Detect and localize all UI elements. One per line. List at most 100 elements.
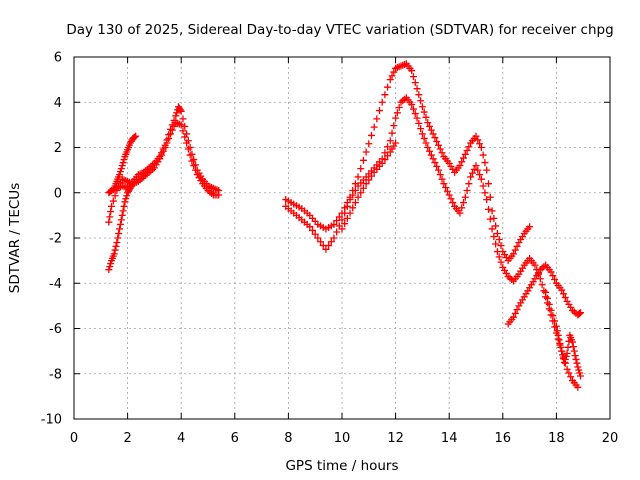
data-point	[413, 85, 421, 93]
data-point	[128, 181, 136, 189]
series-segment-2a	[282, 60, 534, 265]
x-tick-label: 8	[284, 431, 292, 446]
data-point	[413, 114, 421, 122]
data-point	[417, 97, 425, 105]
data-point	[420, 134, 428, 142]
data-point	[116, 171, 124, 179]
data-point	[563, 349, 571, 357]
data-point	[106, 263, 114, 271]
data-point	[158, 151, 166, 159]
data-point	[390, 122, 398, 130]
data-point	[561, 355, 569, 363]
data-point	[483, 196, 491, 204]
series-segment-2c	[338, 139, 400, 233]
data-point	[119, 207, 127, 215]
data-point	[567, 373, 575, 381]
data-point	[188, 150, 196, 158]
data-point	[343, 202, 351, 210]
data-point	[172, 112, 180, 120]
data-point	[343, 214, 351, 222]
series-segment-3	[504, 261, 585, 328]
data-point	[113, 239, 121, 247]
data-point	[572, 355, 580, 363]
data-point	[390, 68, 398, 76]
data-point	[490, 214, 498, 222]
data-point	[116, 225, 124, 233]
data-point	[485, 205, 493, 213]
data-point	[381, 156, 389, 164]
data-point	[461, 150, 469, 158]
data-point	[417, 125, 425, 133]
data-point	[443, 187, 451, 195]
y-tick-label: -2	[49, 232, 62, 247]
chart-title: Day 130 of 2025, Sidereal Day-to-day VTE…	[66, 22, 613, 38]
data-point	[488, 225, 496, 233]
data-point	[486, 193, 494, 201]
data-point	[551, 317, 559, 325]
data-point	[156, 155, 164, 163]
data-point	[170, 122, 178, 130]
data-point	[565, 369, 573, 377]
data-point	[370, 123, 378, 131]
data-point	[184, 145, 192, 153]
data-point	[543, 294, 551, 302]
data-point	[415, 119, 423, 127]
data-point	[479, 182, 487, 190]
data-point	[365, 176, 373, 184]
data-point	[215, 191, 223, 199]
series-segment-1d	[110, 132, 140, 192]
data-point	[183, 139, 191, 147]
data-point	[161, 144, 169, 151]
data-point	[330, 220, 338, 228]
data-point	[449, 199, 457, 207]
x-tick-label: 20	[602, 431, 619, 446]
data-point	[190, 162, 198, 170]
data-point	[116, 220, 124, 228]
data-point	[177, 107, 185, 115]
data-point	[112, 242, 120, 250]
data-point	[422, 113, 430, 121]
x-tick-label: 0	[70, 431, 78, 446]
data-point	[116, 179, 124, 187]
data-point	[327, 238, 335, 246]
data-point	[129, 180, 137, 188]
data-point	[559, 351, 567, 359]
data-point	[393, 109, 401, 117]
data-point	[492, 222, 500, 230]
x-tick-label: 6	[231, 431, 239, 446]
x-tick-label: 10	[334, 431, 351, 446]
data-point	[118, 162, 126, 170]
data-point	[549, 272, 557, 280]
data-point	[314, 234, 322, 242]
data-point	[159, 147, 167, 155]
x-tick-label: 4	[177, 431, 185, 446]
data-point	[431, 134, 439, 142]
data-point	[181, 122, 189, 130]
data-point	[176, 106, 184, 114]
data-point	[558, 347, 566, 355]
data-point	[463, 147, 471, 155]
data-point	[429, 155, 437, 163]
data-point	[488, 207, 496, 215]
data-point	[552, 322, 560, 330]
data-point	[424, 119, 432, 127]
data-point	[574, 383, 582, 391]
data-point	[555, 336, 563, 344]
data-point	[433, 162, 441, 170]
data-point	[349, 191, 357, 199]
data-point	[378, 159, 386, 167]
data-point	[429, 130, 437, 138]
data-point	[386, 137, 394, 145]
series-segment-1c	[105, 180, 137, 274]
data-point	[490, 232, 498, 240]
x-tick-label: 12	[387, 431, 404, 446]
data-point	[481, 159, 489, 167]
data-point	[563, 365, 571, 373]
data-point	[110, 250, 118, 258]
data-point	[163, 139, 171, 147]
data-point	[119, 159, 127, 167]
data-point	[357, 165, 365, 173]
data-point	[562, 352, 570, 360]
x-tick-labels: 0 2 4 6 8 10 12 14 16 18 20	[70, 431, 618, 446]
data-point	[569, 343, 577, 351]
